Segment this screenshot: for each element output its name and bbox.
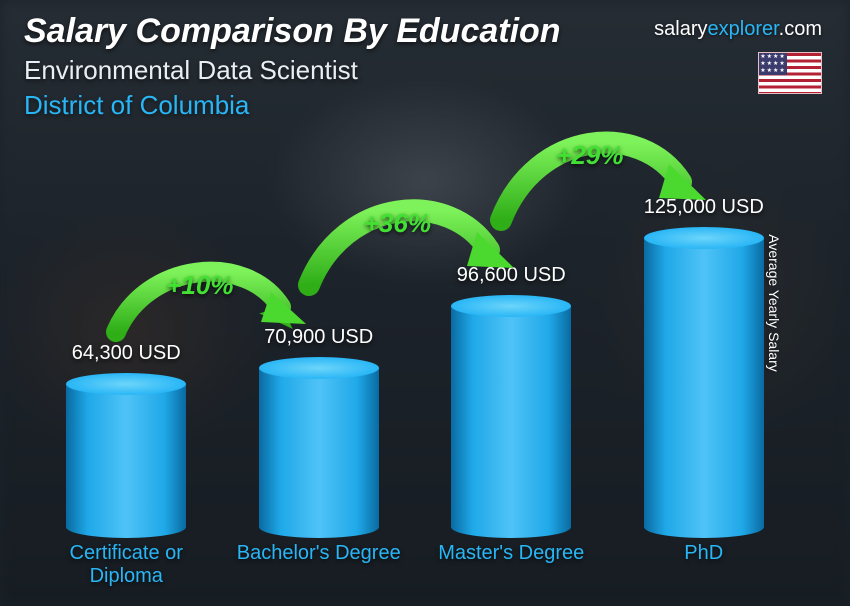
- bar-label: Bachelor's Degree: [234, 542, 403, 588]
- bar-chart: 64,300 USD 70,900 USD 96,600 USD: [30, 140, 800, 588]
- bar-label: PhD: [619, 542, 788, 588]
- jump-arrow: +29%: [481, 122, 711, 252]
- jump-percent: +10%: [166, 270, 233, 301]
- bar-3d: [66, 373, 186, 538]
- x-axis-labels: Certificate or Diploma Bachelor's Degree…: [30, 542, 800, 588]
- jump-percent: +36%: [364, 208, 431, 239]
- infographic-container: Salary Comparison By Education Environme…: [0, 0, 850, 606]
- brand-suffix: .com: [779, 18, 822, 40]
- page-subtitle: Environmental Data Scientist: [24, 55, 826, 86]
- bar-label: Certificate or Diploma: [42, 542, 211, 588]
- brand-logo: salaryexplorer.com: [654, 18, 822, 41]
- location-label: District of Columbia: [24, 90, 826, 121]
- bar-3d: [259, 357, 379, 538]
- bar-label: Master's Degree: [427, 542, 596, 588]
- brand-accent: explorer: [708, 18, 779, 40]
- bar-3d: [451, 295, 571, 538]
- jump-arrow: +10%: [96, 252, 316, 372]
- us-flag-icon: [758, 52, 822, 94]
- jump-percent: +29%: [556, 140, 623, 171]
- brand-prefix: salary: [654, 18, 707, 40]
- bar-3d: [644, 227, 764, 538]
